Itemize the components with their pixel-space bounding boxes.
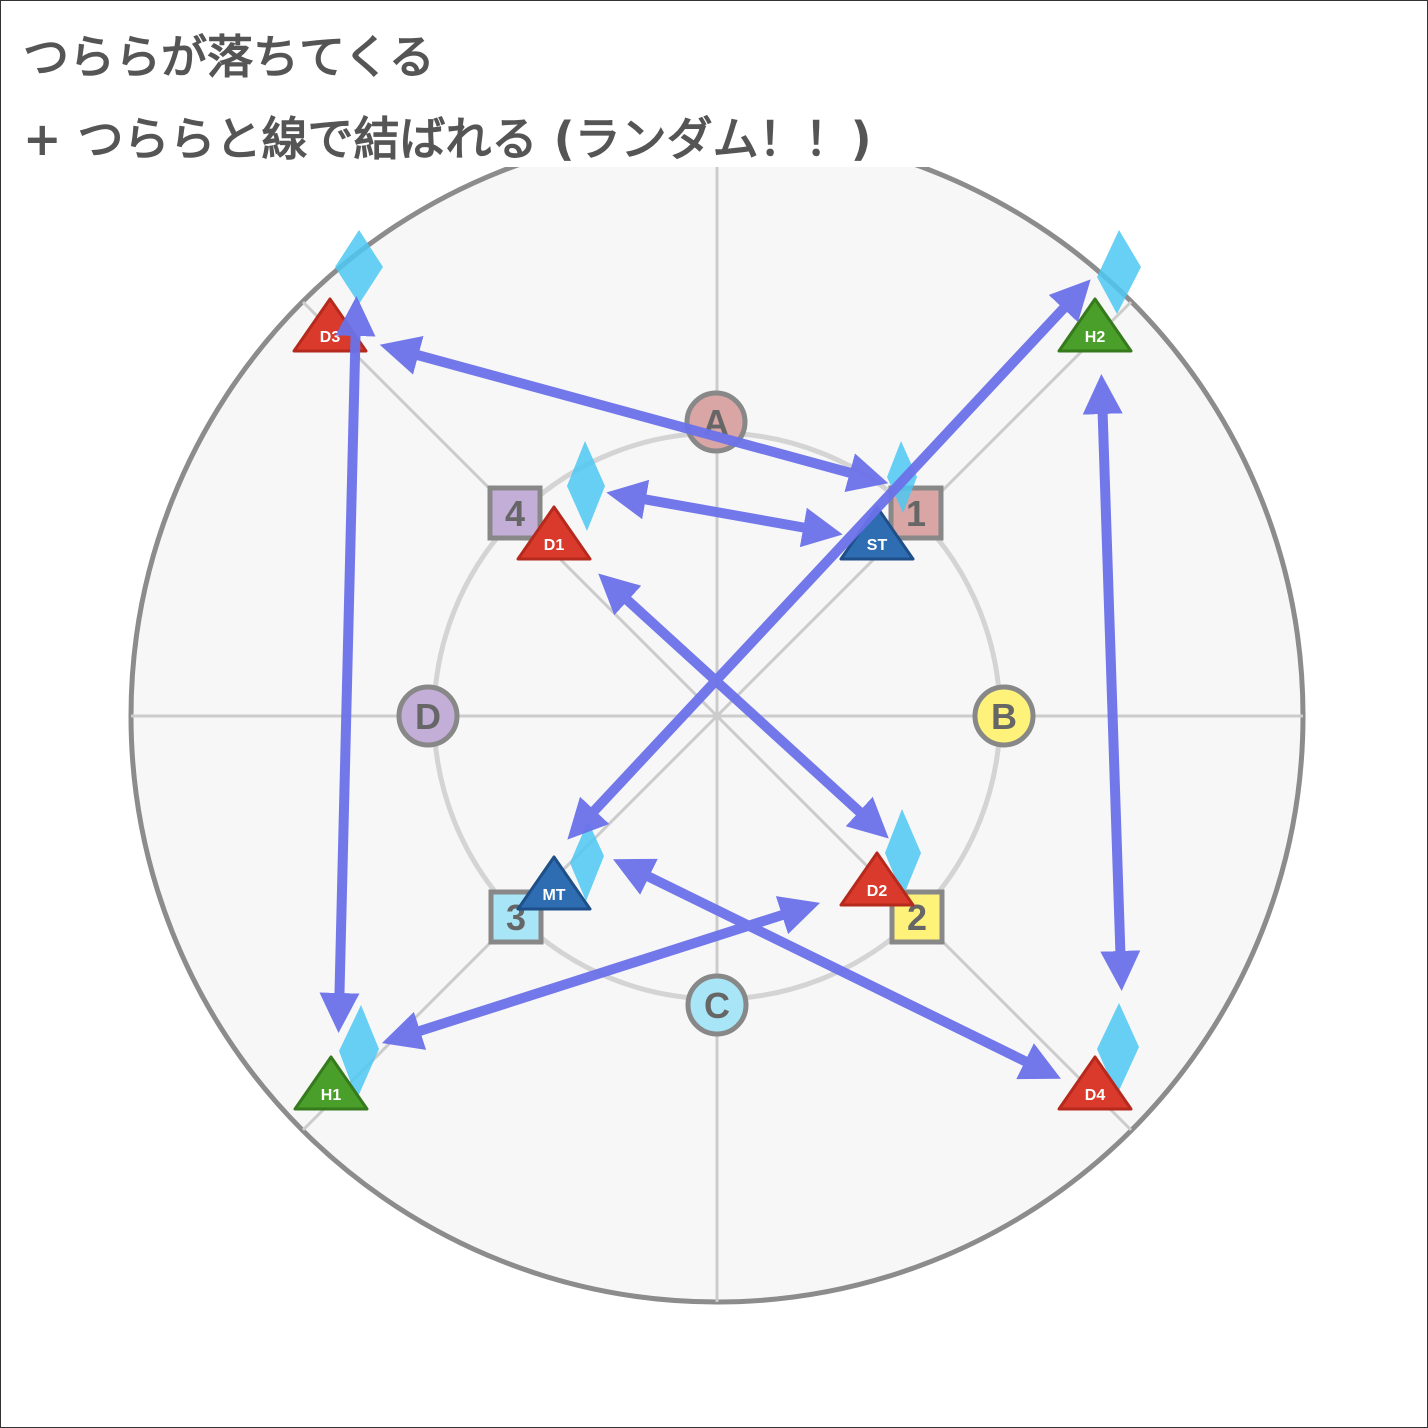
icicle-icon bbox=[335, 230, 383, 304]
player-d3-label: D3 bbox=[320, 329, 341, 346]
title-background bbox=[3, 3, 1023, 167]
waymark-d-circle bbox=[396, 684, 460, 748]
player-d4-label: D4 bbox=[1085, 1087, 1106, 1104]
player-d2-label: D2 bbox=[867, 883, 888, 900]
arena bbox=[128, 127, 1306, 1305]
waymark-4-label: 4 bbox=[505, 493, 525, 534]
player-st-label: ST bbox=[867, 537, 888, 554]
icicle-icon bbox=[570, 821, 604, 901]
healer-marker-icon bbox=[293, 1055, 369, 1111]
player-d4: D4 bbox=[1057, 1055, 1133, 1111]
dps-marker-icon bbox=[1057, 1055, 1133, 1111]
waymark-d-label: D bbox=[415, 696, 441, 737]
icicle-icon bbox=[1097, 230, 1141, 314]
icicle-icon bbox=[1097, 1003, 1139, 1095]
tether-arrow bbox=[319, 296, 376, 1033]
title-line-2: + つららと線で結ばれる (ランダム！！) bbox=[23, 112, 872, 166]
tethers bbox=[319, 279, 1141, 1080]
waymark-d: D bbox=[396, 684, 460, 748]
tether-arrow bbox=[381, 896, 821, 1050]
player-h1: H1 bbox=[293, 1055, 369, 1111]
player-d1-label: D1 bbox=[544, 537, 565, 554]
waymark-b-label: B bbox=[991, 696, 1017, 737]
waymark-c-label: C bbox=[704, 985, 730, 1026]
player-mt-label: MT bbox=[542, 887, 565, 904]
waymark-c: C bbox=[685, 973, 749, 1037]
waymark-4: 4 bbox=[487, 485, 543, 541]
waymark-b: B bbox=[972, 684, 1036, 748]
player-h2-label: H2 bbox=[1085, 329, 1106, 346]
tether-arrow bbox=[1082, 374, 1141, 991]
waymark-1-label: 1 bbox=[906, 493, 926, 534]
title-line-1: つららが落ちてくる bbox=[23, 30, 435, 84]
waymark-4-square bbox=[487, 485, 543, 541]
player-h1-label: H1 bbox=[321, 1087, 342, 1104]
tether-arrow bbox=[567, 279, 1091, 840]
